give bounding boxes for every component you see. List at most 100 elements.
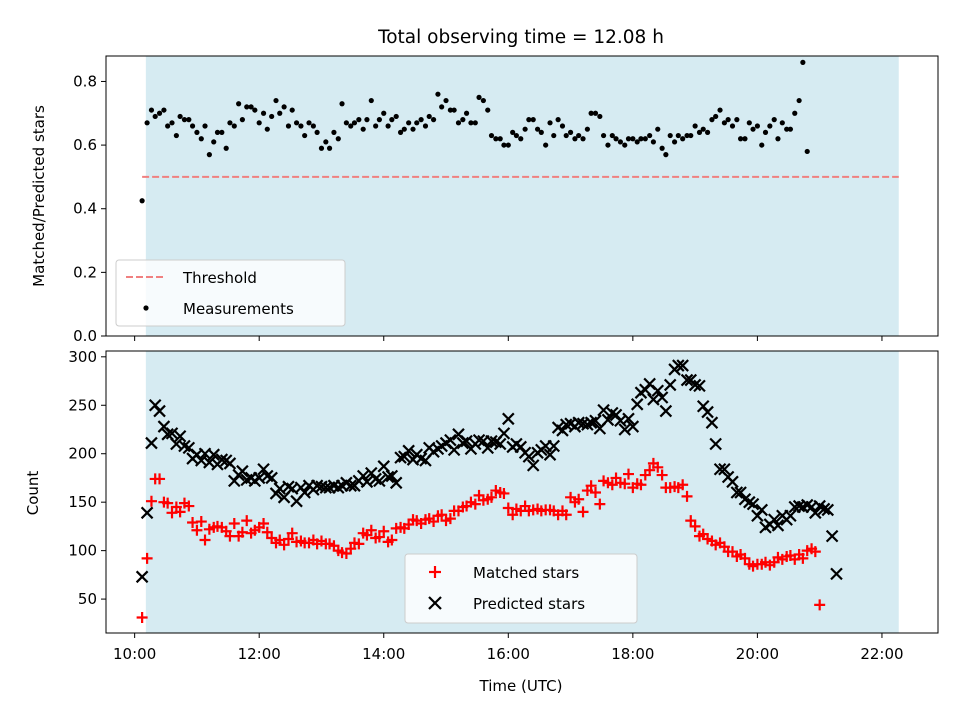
bottom-y-axis-label: Count bbox=[24, 471, 42, 516]
measurement-point bbox=[476, 94, 482, 100]
matched-star-marker bbox=[286, 527, 298, 539]
measurement-point bbox=[460, 117, 466, 123]
predicted-star-marker bbox=[502, 412, 515, 426]
measurement-point bbox=[734, 117, 740, 123]
measurement-point bbox=[563, 132, 569, 139]
bottom-x-axis: 10:00 12:00 14:00 16:00 18:00 20:00 22:00 bbox=[113, 633, 904, 663]
measurement-point bbox=[273, 97, 279, 104]
measurement-point bbox=[426, 113, 432, 120]
measurement-point bbox=[389, 117, 395, 123]
matched-star-marker bbox=[278, 539, 290, 551]
matched-star-marker bbox=[594, 498, 606, 510]
measurement-point bbox=[555, 117, 561, 123]
measurement-point bbox=[323, 139, 329, 145]
measurement-point bbox=[260, 110, 267, 116]
predicted-star-marker bbox=[701, 405, 714, 419]
measurement-point bbox=[501, 142, 507, 148]
measurement-point bbox=[796, 97, 802, 104]
matched-star-marker bbox=[191, 524, 203, 536]
predicted-star-marker bbox=[817, 502, 831, 516]
predicted-star-marker bbox=[265, 471, 278, 485]
bottom-x-tick-label: 14:00 bbox=[362, 645, 405, 663]
predicted-star-marker bbox=[589, 414, 602, 428]
predicted-star-marker bbox=[601, 413, 615, 427]
measurement-point bbox=[480, 97, 486, 104]
measurement-point bbox=[269, 113, 275, 120]
matched-star-marker bbox=[507, 509, 519, 521]
measurement-point bbox=[510, 129, 516, 135]
matched-star-marker bbox=[560, 509, 572, 521]
measurement-point bbox=[717, 107, 723, 113]
measurement-point bbox=[804, 148, 810, 155]
matched-star-marker bbox=[258, 517, 270, 529]
predicted-star-marker bbox=[332, 481, 345, 494]
measurement-point bbox=[592, 110, 599, 116]
measurement-point bbox=[206, 152, 212, 158]
measurement-point bbox=[339, 101, 345, 107]
measurement-point bbox=[713, 113, 719, 120]
predicted-star-marker bbox=[282, 480, 295, 493]
predicted-star-marker bbox=[526, 459, 540, 472]
matched-star-marker bbox=[261, 526, 273, 538]
measurement-point bbox=[622, 142, 628, 148]
measurement-point bbox=[567, 129, 574, 135]
measurement-point bbox=[343, 120, 349, 126]
matched-star-marker bbox=[685, 515, 697, 527]
top-y-tick-label: 0.4 bbox=[73, 200, 97, 218]
predicted-star-marker bbox=[356, 469, 370, 483]
bottom-y-tick-label: 100 bbox=[68, 542, 97, 560]
predicted-star-marker bbox=[734, 486, 747, 499]
measurement-point bbox=[704, 129, 711, 135]
measurement-point bbox=[538, 129, 544, 135]
bottom-x-tick-label: 10:00 bbox=[113, 645, 156, 663]
matched-star-marker bbox=[241, 515, 253, 527]
measurement-point bbox=[219, 129, 225, 135]
measurement-point bbox=[638, 136, 644, 142]
matched-star-marker bbox=[809, 546, 821, 558]
matched-star-marker bbox=[436, 509, 448, 521]
matched-star-marker bbox=[681, 490, 693, 502]
measurement-point bbox=[161, 107, 167, 113]
measurement-point bbox=[650, 139, 657, 145]
measurement-point bbox=[406, 120, 412, 126]
measurement-point bbox=[559, 123, 566, 129]
bottom-legend: Matched stars Predicted stars bbox=[404, 553, 638, 624]
matched-star-marker bbox=[814, 599, 826, 611]
predicted-star-marker bbox=[743, 495, 756, 509]
measurement-point bbox=[576, 132, 582, 139]
matched-star-marker bbox=[444, 513, 456, 525]
measurement-point bbox=[177, 113, 183, 120]
predicted-star-marker bbox=[746, 497, 760, 511]
measurement-point bbox=[231, 123, 237, 129]
measurement-point bbox=[572, 136, 578, 142]
matched-star-marker bbox=[428, 516, 440, 528]
predicted-star-marker bbox=[825, 529, 839, 543]
measurement-point bbox=[248, 104, 254, 110]
measurement-point bbox=[518, 136, 524, 142]
measurement-point bbox=[202, 123, 208, 129]
measurement-point bbox=[493, 136, 499, 142]
measurement-point bbox=[310, 123, 316, 129]
measurement-point bbox=[762, 129, 769, 135]
measurement-point bbox=[792, 110, 798, 116]
matched-star-marker bbox=[373, 531, 385, 543]
bottom-x-tick-label: 18:00 bbox=[611, 645, 654, 663]
matched-star-marker bbox=[228, 517, 240, 529]
matched-star-marker bbox=[365, 524, 377, 536]
measurement-point bbox=[625, 136, 632, 142]
matched-star-marker bbox=[577, 506, 589, 518]
measurement-point bbox=[335, 136, 341, 142]
predicted-star-marker bbox=[771, 519, 785, 532]
matched-star-marker bbox=[345, 543, 357, 555]
measurement-point bbox=[439, 104, 445, 110]
measurement-point bbox=[688, 132, 694, 139]
measurement-point bbox=[742, 136, 748, 142]
measurement-point bbox=[256, 120, 262, 126]
predicted-star-marker bbox=[630, 398, 644, 411]
measurement-point bbox=[356, 117, 362, 123]
measurement-point bbox=[401, 126, 407, 132]
predicted-star-marker bbox=[688, 378, 702, 392]
measurement-point bbox=[709, 117, 715, 123]
bottom-y-tick-label: 250 bbox=[68, 396, 97, 414]
